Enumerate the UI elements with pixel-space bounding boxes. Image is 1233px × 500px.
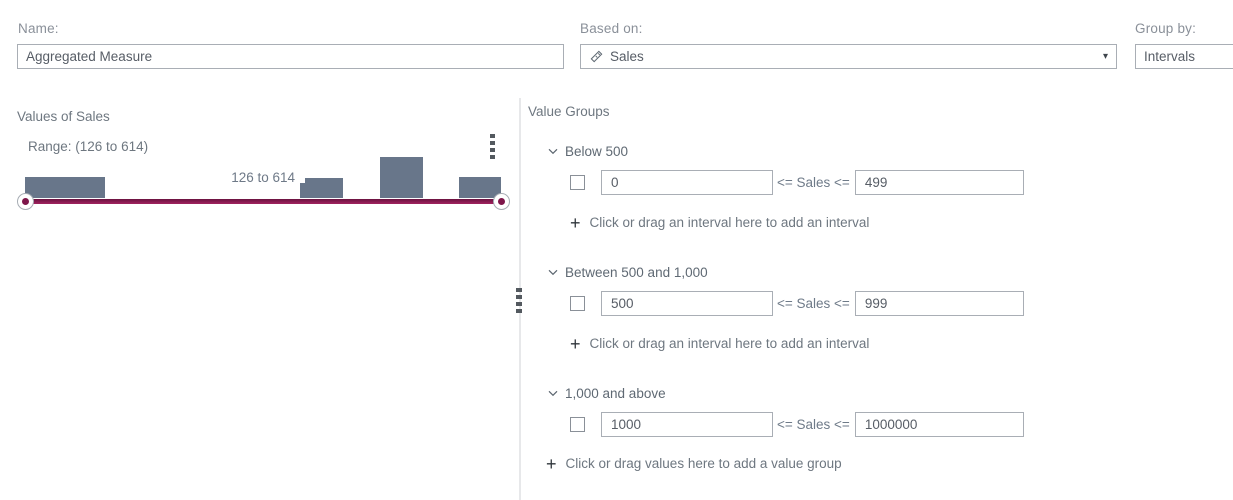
plus-icon: + xyxy=(570,333,581,354)
chevron-down-icon xyxy=(548,390,558,397)
add-interval-button[interactable]: + Click or drag an interval here to add … xyxy=(527,333,1233,354)
value-group: Below 500 <= Sales <= + Click or drag an… xyxy=(527,144,1233,233)
range-slider-handle-right[interactable] xyxy=(493,193,510,210)
group-header-below-500[interactable]: Below 500 xyxy=(527,144,1233,159)
interval-checkbox[interactable] xyxy=(570,175,585,190)
range-slider-track[interactable] xyxy=(26,199,501,204)
panel-divider xyxy=(519,98,521,500)
handle-dot xyxy=(22,198,29,205)
interval-min-input[interactable] xyxy=(601,291,773,316)
interval-min-input[interactable] xyxy=(601,170,773,195)
based-on-value: Sales xyxy=(610,49,644,64)
plus-icon: + xyxy=(570,212,581,233)
group-by-label: Group by: xyxy=(1135,21,1197,36)
chevron-down-icon xyxy=(548,148,558,155)
add-interval-button[interactable]: + Click or drag an interval here to add … xyxy=(527,212,1233,233)
interval-operator-label: <= Sales <= xyxy=(777,417,850,432)
group-label: Between 500 and 1,000 xyxy=(565,265,708,280)
add-interval-label: Click or drag an interval here to add an… xyxy=(589,336,870,351)
group-by-input[interactable] xyxy=(1135,44,1233,69)
slider-range-label: 126 to 614 xyxy=(231,170,295,185)
group-header-between-500-1000[interactable]: Between 500 and 1,000 xyxy=(527,265,1233,280)
interval-max-input[interactable] xyxy=(854,412,1024,437)
interval-row: <= Sales <= xyxy=(527,170,1233,195)
name-input[interactable] xyxy=(17,44,564,69)
add-value-group-label: Click or drag values here to add a value… xyxy=(565,456,842,471)
plus-icon: + xyxy=(546,453,557,474)
based-on-dropdown[interactable]: Sales ▾ xyxy=(580,44,1117,69)
interval-max-input[interactable] xyxy=(854,170,1024,195)
based-on-label: Based on: xyxy=(580,21,643,36)
dropdown-arrow-icon: ▾ xyxy=(1102,51,1108,62)
interval-checkbox[interactable] xyxy=(570,296,585,311)
value-groups-title: Value Groups xyxy=(528,104,610,119)
value-group: Between 500 and 1,000 <= Sales <= + Clic… xyxy=(527,265,1233,354)
interval-row: <= Sales <= xyxy=(527,412,1233,437)
handle-dot xyxy=(498,198,505,205)
range-slider-handle-left[interactable] xyxy=(17,193,34,210)
interval-checkbox[interactable] xyxy=(570,417,585,432)
value-groups-panel: Value Groups Below 500 <= Sales <= + Cli… xyxy=(527,98,1233,474)
divider-drag-handle[interactable] xyxy=(516,288,522,316)
chevron-down-icon xyxy=(548,269,558,276)
add-value-group-button[interactable]: + Click or drag values here to add a val… xyxy=(527,453,1233,474)
histogram-bar xyxy=(300,183,305,198)
interval-min-input[interactable] xyxy=(601,412,773,437)
measure-ruler-icon xyxy=(590,50,603,63)
interval-operator-label: <= Sales <= xyxy=(777,296,850,311)
values-panel-title: Values of Sales xyxy=(17,109,110,124)
value-group: 1,000 and above <= Sales <= xyxy=(527,386,1233,437)
interval-row: <= Sales <= xyxy=(527,291,1233,316)
group-label: 1,000 and above xyxy=(565,386,666,401)
name-label: Name: xyxy=(18,21,59,36)
panel-menu-grip-icon[interactable] xyxy=(490,134,495,162)
add-interval-label: Click or drag an interval here to add an… xyxy=(589,215,870,230)
group-header-1000-and-above[interactable]: 1,000 and above xyxy=(527,386,1233,401)
range-label: Range: (126 to 614) xyxy=(28,139,149,154)
histogram-bar xyxy=(380,157,423,198)
interval-max-input[interactable] xyxy=(854,291,1024,316)
histogram-bar xyxy=(305,178,343,198)
interval-operator-label: <= Sales <= xyxy=(777,175,850,190)
histogram-bar xyxy=(25,177,105,198)
histogram-bar xyxy=(459,177,501,198)
group-label: Below 500 xyxy=(565,144,629,159)
